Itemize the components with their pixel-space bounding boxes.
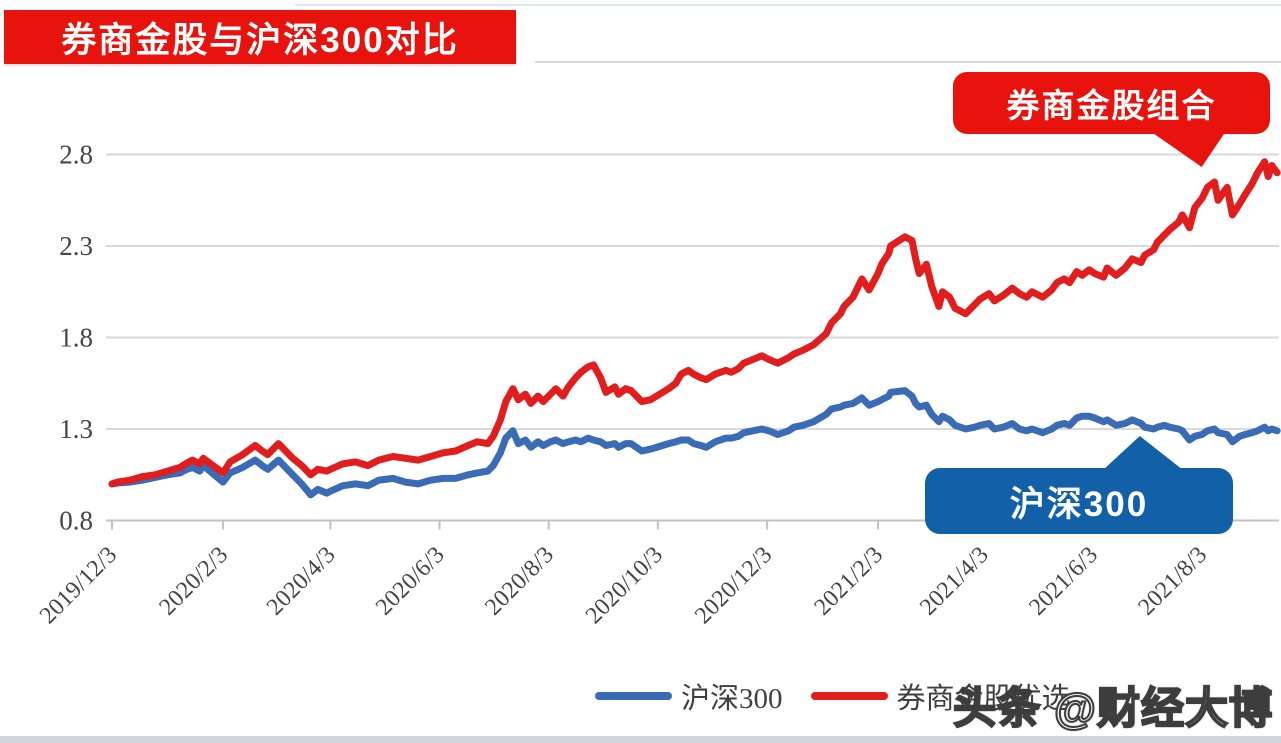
page-title: 券商金股与沪深300对比 xyxy=(61,20,459,60)
y-tick-label: 2.8 xyxy=(59,140,93,170)
x-tick-label: 2021/4/3 xyxy=(915,542,994,621)
x-tick-label: 2020/6/3 xyxy=(371,542,450,621)
csi300-callout-label: 沪深300 xyxy=(1009,484,1149,524)
x-tick-label: 2021/2/3 xyxy=(810,542,889,621)
y-tick-label: 2.3 xyxy=(59,231,93,261)
watermark-text: 头条 @财经大博 xyxy=(952,684,1273,734)
legend-item-gold-stock: 券商金股优选 xyxy=(810,675,1071,717)
gold-stock-callout-label: 券商金股组合 xyxy=(1006,87,1217,124)
y-tick-label: 1.3 xyxy=(59,414,93,444)
csi300-line xyxy=(108,387,1281,499)
chart-legend: 沪深300 券商金股优选 xyxy=(560,676,1100,716)
x-tick-label: 2020/12/3 xyxy=(690,542,777,629)
legend-label-gold-stock: 券商金股优选 xyxy=(896,683,1071,715)
legend-label-csi300: 沪深300 xyxy=(681,683,783,715)
y-tick-label: 0.8 xyxy=(59,506,93,536)
x-tick-label: 2021/6/3 xyxy=(1024,542,1103,621)
x-tick-label: 2020/4/3 xyxy=(262,542,341,621)
x-tick-label: 2019/12/3 xyxy=(35,542,122,629)
csi300-callout: 沪深300 xyxy=(925,468,1233,534)
legend-item-csi300: 沪深300 xyxy=(595,675,783,717)
chart-title-banner: 券商金股与沪深300对比 xyxy=(4,10,516,64)
gold-stock-line xyxy=(108,158,1281,488)
x-tick-label: 2020/8/3 xyxy=(480,542,559,621)
bottom-strip xyxy=(0,736,1281,743)
gold-stock-callout: 券商金股组合 xyxy=(953,72,1270,134)
csi300-line-swatch xyxy=(595,692,672,700)
x-tick-label: 2021/8/3 xyxy=(1134,542,1213,621)
x-tick-label: 2020/10/3 xyxy=(581,542,668,629)
gold-stock-line-swatch xyxy=(810,692,888,700)
top-hairline xyxy=(295,4,1281,6)
y-tick-label: 1.8 xyxy=(59,323,93,353)
x-tick-label: 2020/2/3 xyxy=(154,542,233,621)
header-hairline xyxy=(535,61,1281,63)
